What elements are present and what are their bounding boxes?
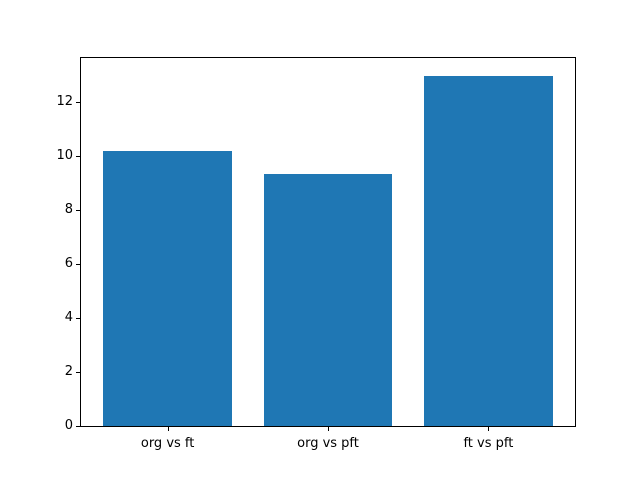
y-tick-label: 8 <box>64 202 73 218</box>
x-tick <box>328 427 329 431</box>
y-tick <box>76 371 80 373</box>
y-tick-label: 0 <box>64 418 73 433</box>
y-tick-label: 12 <box>56 94 73 110</box>
bar-org-vs-ft <box>103 151 232 426</box>
bar-ft-vs-pft <box>424 75 553 426</box>
y-tick <box>76 317 80 319</box>
y-tick <box>76 209 80 211</box>
y-tick-label: 6 <box>64 256 73 272</box>
x-tick-label: org vs ft <box>140 436 195 451</box>
bar-org-vs-pft <box>263 173 393 426</box>
y-tick <box>76 101 80 103</box>
plot-area: org vs ft org vs pft ft vs pft 0 2 4 6 8 10 12 <box>56 57 576 451</box>
y-tick-label: 4 <box>64 310 73 326</box>
x-tick <box>167 427 169 431</box>
y-tick <box>76 263 80 265</box>
y-tick <box>76 425 80 427</box>
y-tick-label: 10 <box>56 148 73 164</box>
x-tick-label: org vs pft <box>297 436 359 451</box>
y-tick-label: 2 <box>64 364 73 380</box>
x-tick <box>488 427 490 431</box>
x-tick-label: ft vs pft <box>463 436 514 451</box>
y-tick <box>76 155 80 157</box>
